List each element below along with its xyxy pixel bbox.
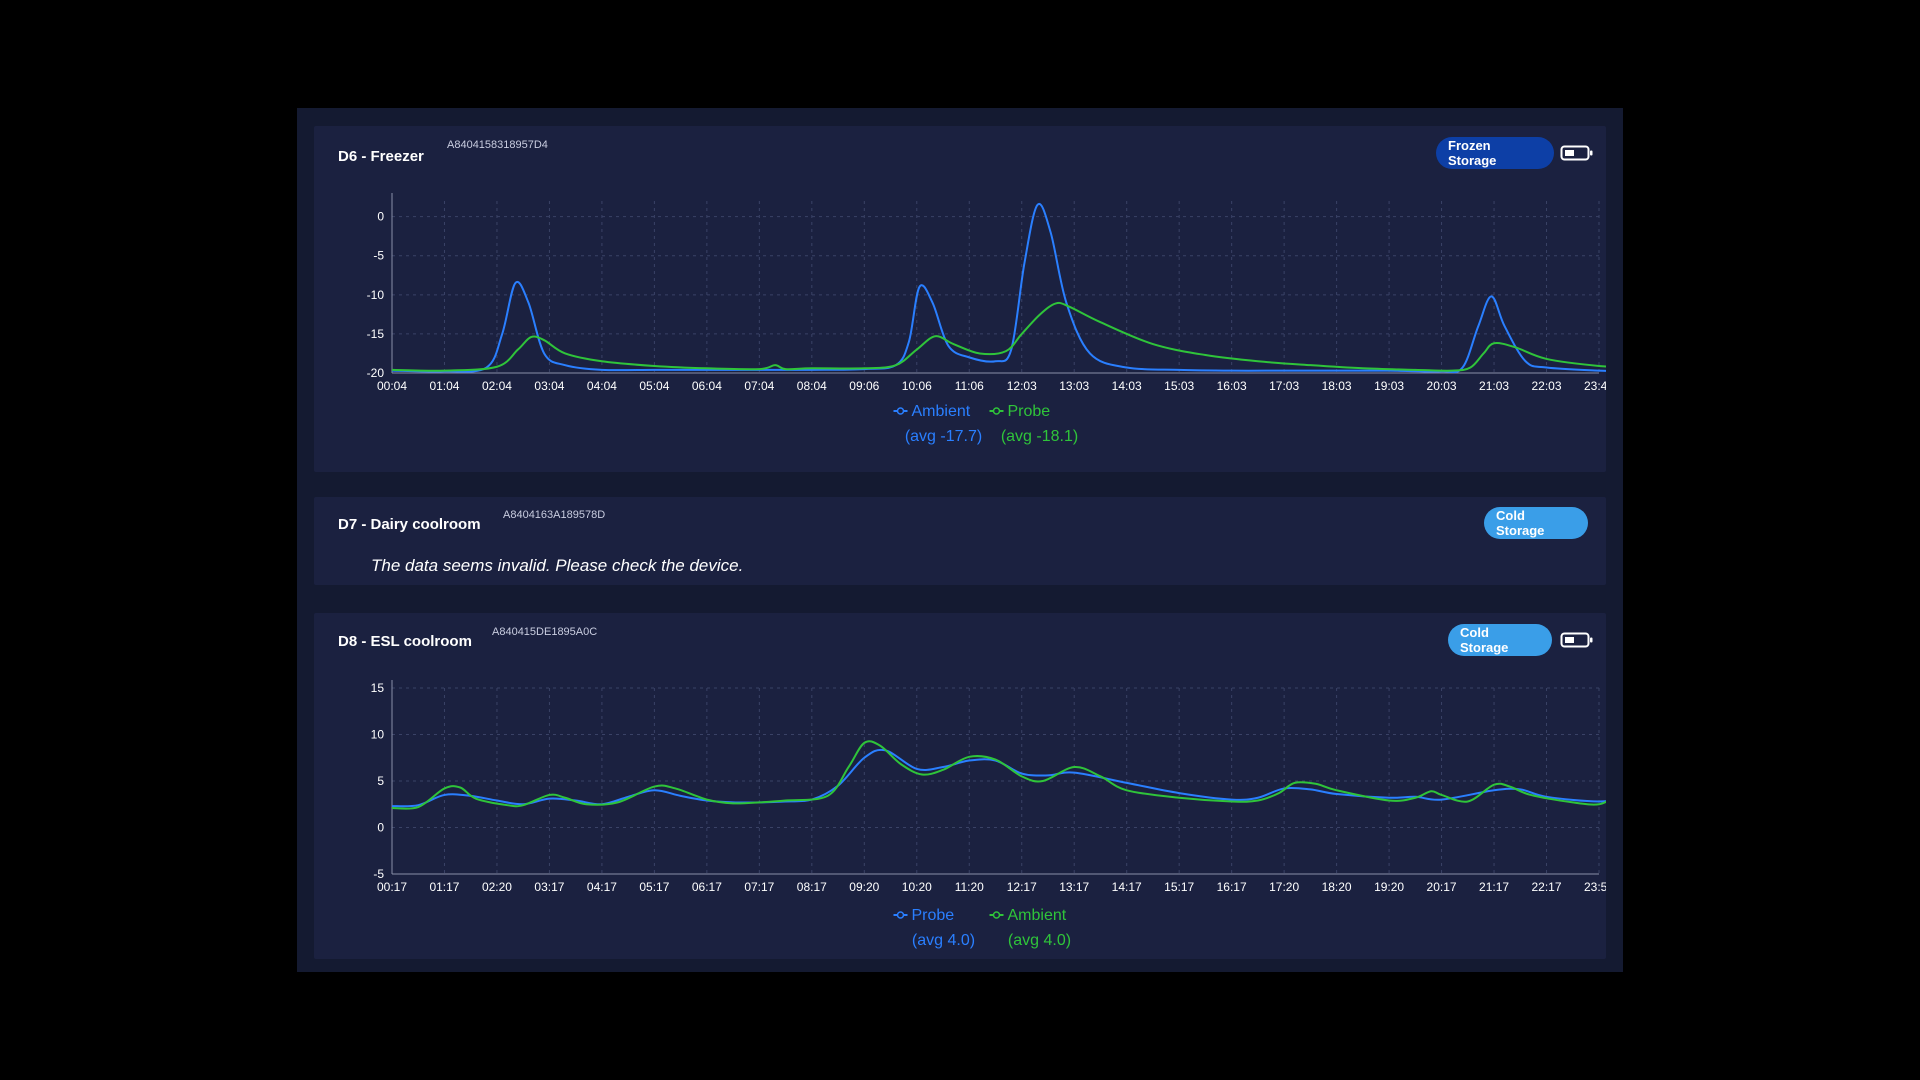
legend-label: Ambient bbox=[912, 403, 971, 420]
series-line-probe bbox=[391, 748, 1606, 808]
series-line-probe bbox=[391, 301, 1606, 372]
legend-marker-dot bbox=[992, 911, 1001, 919]
x-tick-label: 10:06 bbox=[902, 379, 932, 393]
x-tick-label: 15:17 bbox=[1164, 880, 1194, 894]
y-tick-label: 0 bbox=[377, 821, 384, 835]
x-tick-label: 18:20 bbox=[1322, 880, 1352, 894]
x-tick-label: 12:03 bbox=[1007, 379, 1037, 393]
x-tick-label: 00:17 bbox=[377, 880, 407, 894]
storage-badge[interactable]: Cold Storage bbox=[1484, 507, 1588, 539]
x-tick-label: 04:04 bbox=[587, 379, 617, 393]
x-tick-label: 23:57 bbox=[1584, 880, 1606, 894]
legend-marker-dot bbox=[896, 407, 905, 415]
x-tick-label: 09:06 bbox=[849, 379, 879, 393]
legend-marker-dot bbox=[896, 911, 905, 919]
x-tick-label: 08:17 bbox=[797, 880, 827, 894]
y-tick-label: 10 bbox=[371, 728, 385, 742]
legend-label: Probe bbox=[1008, 403, 1051, 420]
device-title: D7 - Dairy coolroom bbox=[338, 516, 481, 533]
x-tick-label: 00:04 bbox=[377, 379, 407, 393]
x-tick-label: 09:20 bbox=[849, 880, 879, 894]
battery-half-icon bbox=[1560, 145, 1593, 161]
x-tick-label: 17:20 bbox=[1269, 880, 1299, 894]
x-tick-label: 03:17 bbox=[534, 880, 564, 894]
x-tick-label: 18:03 bbox=[1322, 379, 1352, 393]
x-tick-label: 22:03 bbox=[1532, 379, 1562, 393]
legend-marker-dot bbox=[992, 407, 1001, 415]
device-card-d8: D8 - ESL coolroom A840415DE1895A0C Cold … bbox=[314, 613, 1606, 959]
x-tick-label: 12:17 bbox=[1007, 880, 1037, 894]
series-line-ambient bbox=[391, 202, 1606, 374]
device-card-d7: D7 - Dairy coolroom A8404163A189578D Col… bbox=[314, 497, 1606, 585]
x-tick-label: 08:04 bbox=[797, 379, 827, 393]
device-title: D6 - Freezer bbox=[338, 148, 424, 165]
legend-avg: (avg -17.7) bbox=[905, 428, 982, 445]
legend-label: Ambient bbox=[1008, 907, 1067, 924]
legend-avg: (avg 4.0) bbox=[1008, 932, 1071, 949]
legend-avg: (avg -18.1) bbox=[1001, 428, 1078, 445]
x-tick-label: 01:04 bbox=[429, 379, 459, 393]
x-tick-label: 07:17 bbox=[744, 880, 774, 894]
y-tick-label: -20 bbox=[367, 366, 385, 380]
x-tick-label: 16:03 bbox=[1217, 379, 1247, 393]
storage-badge[interactable]: Frozen Storage bbox=[1436, 137, 1554, 169]
x-tick-label: 16:17 bbox=[1217, 880, 1247, 894]
device-id: A8404158318957D4 bbox=[447, 139, 548, 151]
x-tick-label: 05:04 bbox=[639, 379, 669, 393]
x-tick-label: 06:04 bbox=[692, 379, 722, 393]
x-tick-label: 13:17 bbox=[1059, 880, 1089, 894]
x-tick-label: 23:43 bbox=[1584, 379, 1606, 393]
x-tick-label: 14:17 bbox=[1112, 880, 1142, 894]
y-tick-label: 0 bbox=[377, 210, 384, 224]
device-id: A840415DE1895A0C bbox=[492, 626, 598, 638]
x-tick-label: 14:03 bbox=[1112, 379, 1142, 393]
x-tick-label: 06:17 bbox=[692, 880, 722, 894]
x-tick-label: 11:20 bbox=[955, 880, 984, 894]
x-tick-label: 19:20 bbox=[1374, 880, 1404, 894]
device-card-d6: D6 - Freezer A8404158318957D4 Frozen Sto… bbox=[314, 126, 1606, 472]
x-tick-label: 10:20 bbox=[902, 880, 932, 894]
device-id: A8404163A189578D bbox=[503, 509, 606, 521]
legend-label: Probe bbox=[912, 907, 955, 924]
y-tick-label: -10 bbox=[367, 288, 385, 302]
x-tick-label: 02:20 bbox=[482, 880, 512, 894]
battery-half-icon bbox=[1560, 632, 1593, 648]
legend-item-ambient[interactable]: Ambient (avg 4.0) bbox=[989, 907, 1072, 949]
esl-coolroom-chart: 15 10 5 0 -500:17 01:17 02:20 03:17 04:17 05:17 06… bbox=[371, 680, 1606, 949]
x-tick-label: 20:03 bbox=[1427, 379, 1457, 393]
y-tick-label: 15 bbox=[371, 681, 385, 695]
y-tick-label: -15 bbox=[367, 327, 385, 341]
y-tick-label: 5 bbox=[377, 774, 384, 788]
device-title: D8 - ESL coolroom bbox=[338, 633, 472, 650]
x-tick-label: 05:17 bbox=[639, 880, 669, 894]
x-tick-label: 02:04 bbox=[482, 379, 512, 393]
x-tick-label: 11:06 bbox=[955, 379, 984, 393]
storage-badge[interactable]: Cold Storage bbox=[1448, 624, 1552, 656]
x-tick-label: 17:03 bbox=[1269, 379, 1299, 393]
x-tick-label: 20:17 bbox=[1427, 880, 1457, 894]
legend-avg: (avg 4.0) bbox=[912, 932, 975, 949]
x-tick-label: 07:04 bbox=[744, 379, 774, 393]
x-tick-label: 15:03 bbox=[1164, 379, 1194, 393]
x-tick-label: 04:17 bbox=[587, 880, 617, 894]
legend-item-probe[interactable]: Probe (avg -18.1) bbox=[989, 403, 1079, 445]
series-line-ambient bbox=[391, 740, 1606, 810]
y-tick-label: -5 bbox=[373, 867, 384, 881]
y-tick-label: -5 bbox=[373, 249, 384, 263]
invalid-data-message: The data seems invalid. Please check the… bbox=[371, 556, 744, 575]
x-tick-label: 13:03 bbox=[1059, 379, 1089, 393]
x-tick-label: 21:17 bbox=[1479, 880, 1509, 894]
x-tick-label: 21:03 bbox=[1479, 379, 1509, 393]
x-tick-label: 19:03 bbox=[1374, 379, 1404, 393]
x-tick-label: 01:17 bbox=[429, 880, 459, 894]
x-tick-label: 03:04 bbox=[534, 379, 564, 393]
legend-item-ambient[interactable]: Ambient (avg -17.7) bbox=[893, 403, 983, 445]
devices-panel: D6 - Freezer A8404158318957D4 Frozen Sto… bbox=[297, 108, 1623, 972]
legend-item-probe[interactable]: Probe (avg 4.0) bbox=[893, 907, 976, 949]
x-tick-label: 22:17 bbox=[1532, 880, 1562, 894]
